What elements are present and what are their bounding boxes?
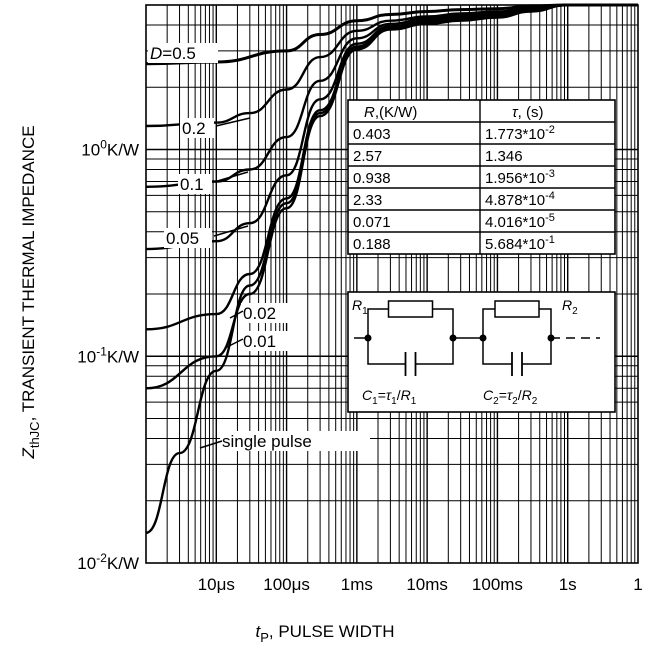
circuit-node	[364, 334, 372, 342]
table-cell-tau: 5.684*10-1	[485, 234, 555, 253]
table-border	[347, 99, 616, 255]
curve-label-group: D=0.5 0.2 0.1 0.05 0.02 0.01 single pulse	[148, 43, 370, 451]
x-axis-label: tP, PULSE WIDTH	[255, 622, 394, 645]
x-tick-label: 100ms	[472, 575, 523, 594]
circuit-wire	[482, 338, 512, 365]
rc-equivalent-circuit: R1 R2 C1=τ1/R1 C2=τ2/R2	[347, 291, 616, 413]
curve-label-background	[241, 331, 289, 351]
circuit-wire	[367, 338, 406, 365]
circuit-wire	[522, 338, 552, 365]
curve-label-d-0-5: D=0.5	[150, 44, 196, 63]
circuit-label-r2: R2	[562, 297, 578, 317]
tick-label-group: 10μs 100μs 1ms 10ms 100ms 1s 1 100K/W 10-1K/W 10-…	[77, 138, 642, 594]
curve-label-0-01: 0.01	[243, 332, 276, 351]
y-axis-label: ZthJC, TRANSIENT THERMAL IMPEDANCE	[19, 125, 42, 459]
curve-label-leader	[229, 310, 244, 319]
circuit-wire	[539, 308, 552, 338]
table-cell-r: 0.938	[353, 170, 391, 187]
curve-label-single-pulse: single pulse	[222, 432, 312, 451]
plot-grid	[146, 5, 638, 563]
table-cell-tau: 1.956*10-3	[485, 168, 555, 187]
curve-label-0-05: 0.05	[166, 229, 199, 248]
circuit-node	[479, 334, 487, 342]
table-cell-r: 2.33	[353, 192, 382, 209]
curve-label-background	[180, 118, 214, 138]
circuit-label-c1: C1=τ1/R1	[362, 387, 417, 407]
curve-group	[145, 3, 638, 534]
y-tick-label: 10-2K/W	[77, 551, 139, 573]
curve-label-leader	[213, 225, 249, 237]
circuit-label-r1: R1	[352, 297, 368, 317]
curve-d-0-5	[145, 3, 638, 66]
table-cell-r: 0.403	[353, 126, 391, 143]
table-cell-tau: 4.878*10-4	[485, 190, 555, 209]
curve-label-background	[178, 174, 212, 194]
thermal-parameter-table: R,(K/W) τ, (s) 0.403 1.773*10-2 2.57 1.346 0.9…	[347, 99, 616, 255]
table-cell-r: 2.57	[353, 148, 382, 165]
table-header-r: R,(K/W)	[364, 104, 417, 121]
x-tick-label: 1	[633, 575, 642, 594]
x-tick-label: 10ms	[406, 575, 448, 594]
plot-border	[145, 4, 639, 564]
x-tick-label: 1ms	[341, 575, 373, 594]
resistor-symbol	[387, 300, 434, 318]
curve-label-0-1: 0.1	[180, 175, 204, 194]
table-cell-tau: 4.016*10-5	[485, 212, 555, 231]
x-tick-label: 1s	[559, 575, 577, 594]
curve-label-0-2: 0.2	[182, 119, 206, 138]
curve-label-0-02: 0.02	[243, 304, 276, 323]
circuit-wire	[482, 308, 495, 338]
circuit-wire	[432, 308, 454, 338]
curve-label-background	[148, 43, 218, 63]
y-tick-label: 100K/W	[81, 138, 139, 160]
x-tick-label: 10μs	[198, 575, 235, 594]
curve-label-background	[164, 228, 212, 248]
table-cell-tau: 1.773*10-2	[485, 124, 555, 143]
table-cell-tau: 1.346	[485, 148, 523, 165]
circuit-wire	[367, 308, 389, 338]
curve-label-leader	[213, 171, 249, 183]
plot-frame	[145, 4, 639, 564]
table-cell-r: 0.188	[353, 236, 391, 253]
curve-label-background	[220, 431, 370, 451]
curve-label-leader	[215, 117, 251, 127]
axis-label-group: tP, PULSE WIDTH ZthJC, TRANSIENT THERMAL …	[19, 125, 395, 645]
circuit-label-c2: C2=τ2/R2	[483, 387, 538, 407]
y-tick-label: 10-1K/W	[77, 344, 139, 366]
curve-label-background	[241, 303, 289, 323]
curve-label-leader	[224, 338, 244, 349]
curve-label-leader	[199, 440, 223, 449]
circuit-node	[449, 334, 457, 342]
table-header-tau: τ, (s)	[512, 104, 543, 121]
circuit-node	[547, 334, 555, 342]
table-cell-r: 0.071	[353, 214, 391, 231]
circuit-wire	[415, 338, 454, 365]
x-tick-label: 100μs	[263, 575, 310, 594]
curve-single-pulse	[145, 3, 638, 534]
resistor-symbol	[494, 300, 540, 318]
